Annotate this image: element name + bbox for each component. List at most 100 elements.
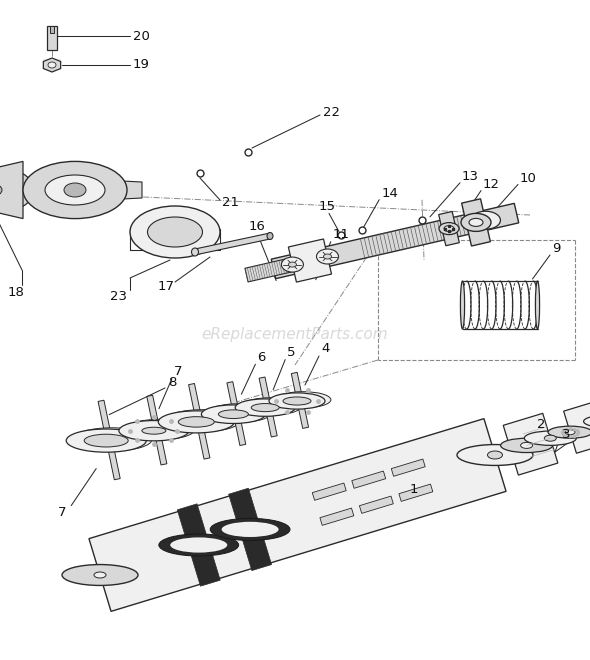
Ellipse shape [218, 410, 248, 418]
Text: 15: 15 [319, 200, 336, 213]
Ellipse shape [201, 405, 266, 424]
Text: 12: 12 [483, 178, 500, 191]
Polygon shape [289, 239, 332, 282]
Ellipse shape [210, 518, 290, 541]
Polygon shape [227, 381, 246, 446]
Text: 10: 10 [520, 172, 537, 185]
Ellipse shape [545, 435, 556, 441]
Ellipse shape [124, 419, 195, 440]
Polygon shape [312, 483, 346, 500]
Ellipse shape [62, 564, 138, 585]
Text: 19: 19 [133, 59, 150, 71]
Polygon shape [391, 459, 425, 477]
Polygon shape [320, 508, 354, 525]
Polygon shape [359, 496, 394, 513]
Polygon shape [229, 488, 271, 571]
Ellipse shape [178, 416, 214, 427]
Ellipse shape [0, 166, 35, 213]
Polygon shape [147, 395, 167, 465]
Ellipse shape [461, 213, 491, 232]
Polygon shape [47, 26, 57, 50]
Ellipse shape [584, 415, 590, 428]
Polygon shape [439, 211, 460, 246]
Ellipse shape [460, 281, 464, 329]
Ellipse shape [64, 183, 86, 197]
Ellipse shape [224, 409, 254, 417]
Text: 21: 21 [222, 197, 239, 209]
Ellipse shape [548, 426, 590, 438]
Text: 14: 14 [381, 187, 398, 200]
Polygon shape [177, 504, 220, 586]
Polygon shape [195, 233, 270, 255]
Ellipse shape [142, 427, 166, 434]
Ellipse shape [267, 232, 273, 240]
Polygon shape [43, 58, 61, 72]
Ellipse shape [84, 434, 128, 447]
Text: 2: 2 [537, 418, 546, 430]
Text: 22: 22 [323, 106, 340, 119]
Text: 16: 16 [248, 220, 265, 233]
Ellipse shape [269, 393, 325, 409]
Ellipse shape [23, 162, 127, 218]
Text: eReplacementParts.com: eReplacementParts.com [202, 327, 388, 343]
Ellipse shape [94, 572, 106, 578]
Ellipse shape [457, 445, 533, 465]
Polygon shape [259, 377, 277, 437]
Ellipse shape [469, 218, 483, 226]
Ellipse shape [90, 433, 134, 446]
Text: 9: 9 [552, 242, 560, 255]
Polygon shape [0, 162, 23, 218]
Ellipse shape [500, 438, 553, 453]
Polygon shape [461, 199, 490, 246]
Polygon shape [122, 181, 142, 199]
Ellipse shape [148, 217, 202, 247]
Ellipse shape [444, 226, 454, 232]
Ellipse shape [439, 222, 459, 234]
Polygon shape [89, 418, 506, 611]
Ellipse shape [192, 248, 198, 256]
Ellipse shape [281, 257, 303, 272]
Text: 3: 3 [562, 428, 571, 440]
Ellipse shape [565, 430, 575, 435]
Ellipse shape [289, 262, 296, 267]
Polygon shape [245, 258, 294, 282]
Text: 17: 17 [158, 280, 175, 294]
Text: 7: 7 [174, 365, 182, 378]
Ellipse shape [207, 404, 271, 422]
Polygon shape [50, 26, 54, 33]
Ellipse shape [119, 420, 189, 441]
Polygon shape [352, 471, 386, 488]
Ellipse shape [45, 175, 105, 205]
Ellipse shape [159, 534, 238, 556]
Ellipse shape [535, 281, 540, 329]
Ellipse shape [158, 411, 234, 433]
Text: 20: 20 [133, 30, 150, 42]
Ellipse shape [164, 410, 240, 432]
Ellipse shape [316, 249, 339, 264]
Ellipse shape [235, 399, 295, 416]
Ellipse shape [72, 428, 152, 451]
Text: 7: 7 [58, 506, 67, 519]
Ellipse shape [275, 391, 331, 408]
Ellipse shape [323, 254, 332, 259]
Text: 4: 4 [321, 343, 329, 356]
Ellipse shape [66, 429, 146, 452]
Polygon shape [271, 203, 519, 279]
Ellipse shape [283, 397, 311, 405]
Ellipse shape [520, 442, 533, 448]
Text: 11: 11 [333, 228, 350, 241]
Text: 1: 1 [410, 483, 418, 496]
Polygon shape [399, 484, 433, 502]
Text: 8: 8 [168, 376, 176, 389]
Ellipse shape [130, 206, 220, 258]
Text: 13: 13 [462, 170, 479, 183]
Ellipse shape [251, 403, 279, 412]
Text: 6: 6 [257, 350, 266, 364]
Polygon shape [189, 383, 210, 459]
Polygon shape [563, 401, 590, 453]
Text: 5: 5 [287, 346, 296, 359]
Ellipse shape [289, 396, 317, 404]
Polygon shape [291, 372, 309, 428]
Polygon shape [98, 400, 120, 480]
Text: 23: 23 [110, 290, 127, 302]
